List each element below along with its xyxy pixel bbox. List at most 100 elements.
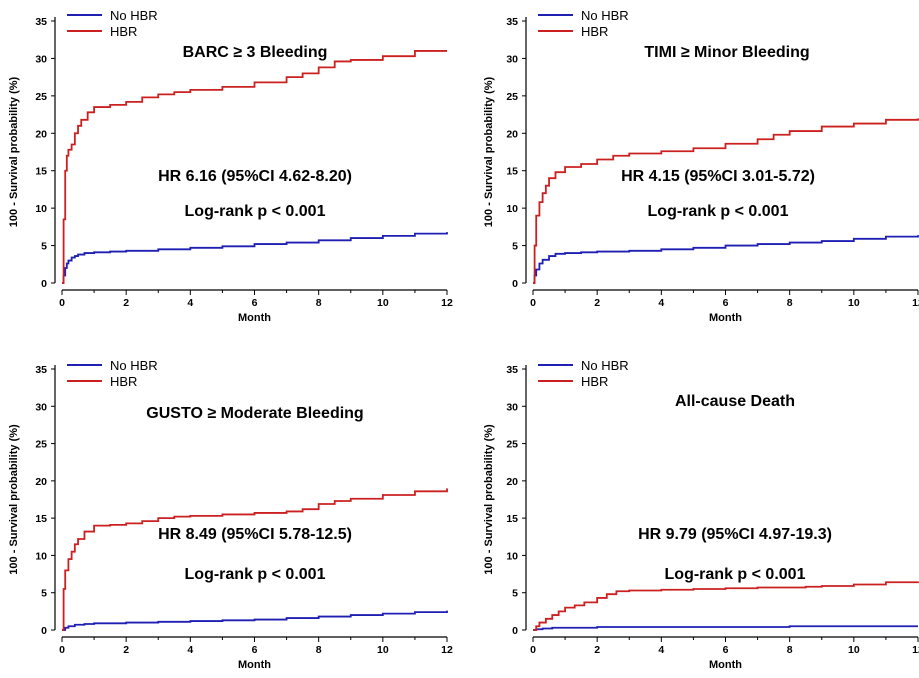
x-axis-label: Month bbox=[238, 659, 271, 671]
x-tick-label: 4 bbox=[658, 644, 664, 656]
y-tick-label: 35 bbox=[35, 16, 47, 28]
x-tick-label: 4 bbox=[187, 297, 193, 309]
x-tick-label: 12 bbox=[912, 644, 919, 656]
y-tick-label: 5 bbox=[512, 241, 518, 253]
x-tick-label: 2 bbox=[594, 644, 600, 656]
y-tick-label: 15 bbox=[506, 166, 518, 178]
y-tick-label: 10 bbox=[506, 550, 518, 562]
x-tick-label: 8 bbox=[316, 644, 322, 656]
chart-svg: 0 5 10 15 20 25 30 35 0 2 4 6 8 10 12 Month 100 - Surviv… bbox=[8, 358, 453, 671]
y-tick-label: 25 bbox=[506, 91, 518, 103]
y-axis-label: 100 - Survival probability (%) bbox=[8, 76, 20, 227]
x-tick-label: 10 bbox=[377, 297, 389, 309]
series-line-hbr bbox=[62, 50, 447, 284]
logrank-annotation: Log-rank p < 0.001 bbox=[648, 203, 789, 220]
x-tick-label: 6 bbox=[252, 297, 258, 309]
y-tick-label: 0 bbox=[512, 278, 518, 290]
logrank-annotation: Log-rank p < 0.001 bbox=[185, 566, 326, 583]
legend-label: HBR bbox=[581, 24, 608, 39]
x-tick-label: 10 bbox=[848, 297, 860, 309]
y-tick-label: 25 bbox=[506, 439, 518, 451]
legend-label: HBR bbox=[581, 374, 608, 389]
y-tick-label: 0 bbox=[41, 278, 47, 290]
x-tick-label: 8 bbox=[787, 297, 793, 309]
chart-title: All-cause Death bbox=[675, 393, 795, 410]
x-tick-label: 4 bbox=[658, 297, 664, 309]
series-line-no-hbr bbox=[62, 232, 448, 284]
series-line-no-hbr bbox=[62, 610, 448, 631]
y-tick-label: 30 bbox=[35, 401, 47, 413]
y-tick-label: 25 bbox=[35, 91, 47, 103]
logrank-annotation: Log-rank p < 0.001 bbox=[185, 203, 326, 220]
chart-title: TIMI ≥ Minor Bleeding bbox=[644, 44, 809, 61]
x-tick-label: 4 bbox=[187, 644, 193, 656]
y-tick-label: 35 bbox=[35, 364, 47, 376]
series-line-hbr bbox=[533, 581, 919, 631]
chart-title: GUSTO ≥ Moderate Bleeding bbox=[146, 405, 363, 422]
legend-label: No HBR bbox=[110, 8, 158, 23]
chart-svg: 0 5 10 15 20 25 30 35 0 2 4 6 8 10 12 Month 100 - Surviv… bbox=[483, 8, 919, 324]
x-tick-label: 6 bbox=[723, 297, 729, 309]
chart-svg: 0 5 10 15 20 25 30 35 0 2 4 6 8 10 12 Month 100 - Surviv… bbox=[8, 8, 453, 324]
y-tick-label: 10 bbox=[35, 203, 47, 215]
y-tick-label: 0 bbox=[41, 625, 47, 637]
y-tick-label: 35 bbox=[506, 364, 518, 376]
x-tick-label: 6 bbox=[252, 644, 258, 656]
y-tick-label: 15 bbox=[35, 166, 47, 178]
series-line-hbr bbox=[62, 488, 448, 631]
hazard-ratio-annotation: HR 4.15 (95%CI 3.01-5.72) bbox=[621, 168, 815, 185]
x-tick-label: 8 bbox=[316, 297, 322, 309]
y-tick-label: 35 bbox=[506, 16, 518, 28]
x-tick-label: 0 bbox=[530, 297, 536, 309]
x-tick-label: 2 bbox=[123, 297, 129, 309]
hazard-ratio-annotation: HR 6.16 (95%CI 4.62-8.20) bbox=[158, 168, 352, 185]
chart-panel-gusto: 0 5 10 15 20 25 30 35 0 2 4 6 8 10 12 Month 100 - Surviv… bbox=[0, 350, 470, 678]
legend-label: No HBR bbox=[581, 358, 629, 373]
x-tick-label: 10 bbox=[377, 644, 389, 656]
y-tick-label: 20 bbox=[35, 476, 47, 488]
y-tick-label: 5 bbox=[41, 241, 47, 253]
y-axis-label: 100 - Survival probability (%) bbox=[483, 424, 495, 575]
hazard-ratio-annotation: HR 8.49 (95%CI 5.78-12.5) bbox=[158, 526, 352, 543]
x-tick-label: 8 bbox=[787, 644, 793, 656]
legend-label: No HBR bbox=[581, 8, 629, 23]
x-axis-label: Month bbox=[238, 312, 271, 324]
legend-label: HBR bbox=[110, 374, 137, 389]
chart-panel-barc: 0 5 10 15 20 25 30 35 0 2 4 6 8 10 12 Month 100 - Surviv… bbox=[0, 0, 470, 340]
x-tick-label: 6 bbox=[723, 644, 729, 656]
x-tick-label: 12 bbox=[441, 297, 453, 309]
x-tick-label: 12 bbox=[441, 644, 453, 656]
y-tick-label: 30 bbox=[35, 53, 47, 65]
y-tick-label: 25 bbox=[35, 439, 47, 451]
hazard-ratio-annotation: HR 9.79 (95%CI 4.97-19.3) bbox=[638, 526, 832, 543]
x-tick-label: 0 bbox=[59, 297, 65, 309]
series-line-hbr bbox=[533, 118, 919, 284]
legend-label: HBR bbox=[110, 24, 137, 39]
chart-svg: 0 5 10 15 20 25 30 35 0 2 4 6 8 10 12 Month 100 - Surviv… bbox=[483, 358, 919, 671]
y-tick-label: 20 bbox=[35, 128, 47, 140]
series-line-no-hbr bbox=[533, 235, 919, 284]
y-tick-label: 0 bbox=[512, 625, 518, 637]
y-tick-label: 30 bbox=[506, 53, 518, 65]
x-tick-label: 10 bbox=[848, 644, 860, 656]
x-axis-label: Month bbox=[709, 312, 742, 324]
y-axis-label: 100 - Survival probability (%) bbox=[8, 424, 20, 575]
y-tick-label: 20 bbox=[506, 128, 518, 140]
x-tick-label: 2 bbox=[594, 297, 600, 309]
chart-title: BARC ≥ 3 Bleeding bbox=[183, 44, 328, 61]
y-tick-label: 10 bbox=[506, 203, 518, 215]
x-tick-label: 0 bbox=[530, 644, 536, 656]
y-tick-label: 5 bbox=[41, 588, 47, 600]
y-tick-label: 15 bbox=[35, 513, 47, 525]
y-tick-label: 10 bbox=[35, 550, 47, 562]
chart-panel-timi: 0 5 10 15 20 25 30 35 0 2 4 6 8 10 12 Month 100 - Surviv… bbox=[475, 0, 919, 340]
y-tick-label: 30 bbox=[506, 401, 518, 413]
logrank-annotation: Log-rank p < 0.001 bbox=[665, 566, 806, 583]
x-tick-label: 2 bbox=[123, 644, 129, 656]
y-tick-label: 15 bbox=[506, 513, 518, 525]
chart-panel-death: 0 5 10 15 20 25 30 35 0 2 4 6 8 10 12 Month 100 - Surviv… bbox=[475, 350, 919, 678]
x-tick-label: 0 bbox=[59, 644, 65, 656]
legend-label: No HBR bbox=[110, 358, 158, 373]
y-tick-label: 20 bbox=[506, 476, 518, 488]
y-axis-label: 100 - Survival probability (%) bbox=[483, 76, 495, 227]
